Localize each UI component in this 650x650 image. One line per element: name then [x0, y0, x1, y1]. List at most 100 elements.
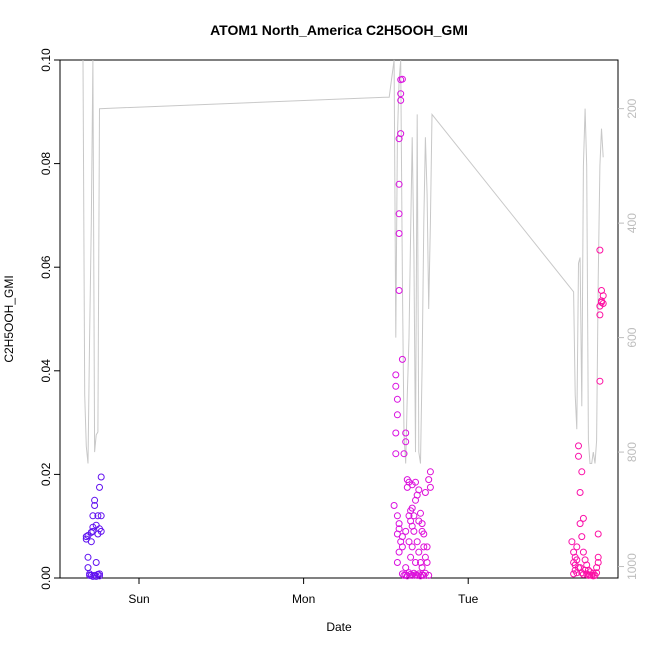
right-tick-label: 1000 — [625, 553, 639, 580]
data-point — [407, 553, 415, 561]
y-tick-label: 0.00 — [39, 566, 53, 590]
data-point — [393, 512, 401, 520]
data-point — [392, 371, 400, 379]
y-tick-label: 0.04 — [39, 359, 53, 383]
data-point — [575, 442, 582, 450]
data-point — [94, 570, 102, 578]
data-point — [390, 502, 398, 509]
data-point — [575, 564, 582, 572]
data-point — [96, 572, 103, 580]
data-point — [398, 543, 406, 551]
data-point — [596, 311, 604, 319]
data-point — [412, 559, 419, 566]
data-point — [578, 468, 586, 476]
right-tick-label: 200 — [625, 98, 639, 118]
data-point — [84, 564, 92, 572]
data-point — [415, 486, 423, 494]
data-point — [97, 512, 105, 520]
plot-frame — [59, 59, 619, 579]
data-point — [578, 533, 586, 541]
data-point — [579, 570, 587, 578]
data-point — [594, 530, 602, 538]
data-point — [400, 450, 408, 458]
data-point — [402, 429, 410, 437]
x-axis-label: Date — [326, 620, 352, 634]
data-point — [586, 568, 594, 576]
data-point — [425, 476, 433, 484]
data-point — [395, 180, 403, 188]
data-point — [579, 548, 587, 556]
data-point — [393, 559, 401, 566]
data-point — [402, 438, 410, 446]
data-point — [593, 564, 601, 572]
data-point — [423, 543, 431, 551]
data-point — [395, 525, 403, 533]
data-point — [415, 570, 423, 578]
data-point — [408, 543, 416, 551]
data-point — [87, 538, 95, 546]
data-point — [412, 478, 419, 486]
data-point — [97, 473, 105, 481]
data-point — [584, 566, 592, 574]
data-point — [397, 90, 405, 98]
data-point — [398, 533, 406, 541]
data-point — [392, 429, 400, 437]
data-point — [421, 489, 429, 496]
data-point — [405, 538, 413, 546]
data-point — [398, 75, 406, 83]
data-point — [87, 571, 95, 579]
data-point — [408, 504, 416, 512]
data-point — [395, 287, 403, 294]
data-point — [408, 571, 416, 579]
data-point — [89, 512, 97, 520]
data-point — [393, 411, 401, 419]
data-point — [408, 522, 416, 530]
data-point — [397, 130, 405, 138]
data-point — [576, 489, 584, 496]
pressure-line-layer — [82, 59, 604, 464]
right-tick-label: 400 — [625, 213, 639, 233]
data-point — [397, 96, 405, 104]
data-point — [417, 559, 424, 566]
data-point — [392, 382, 400, 390]
data-point — [395, 520, 403, 528]
data-point — [576, 520, 584, 528]
data-point — [402, 527, 410, 535]
data-point — [398, 355, 406, 363]
data-point — [599, 292, 607, 300]
data-point — [393, 395, 401, 403]
data-point — [596, 377, 604, 385]
data-point — [578, 569, 586, 577]
data-point — [417, 509, 424, 517]
axes-layer: 0.00 0.02 0.04 0.06 0.08 0.10 Sun Mon Tue 200 400 6… — [39, 48, 639, 606]
data-point — [92, 559, 100, 566]
data-point — [594, 553, 602, 561]
data-point — [418, 527, 426, 535]
pressure-line — [82, 59, 604, 464]
data-point — [421, 569, 429, 577]
data-point — [568, 538, 576, 546]
data-point — [402, 564, 410, 572]
data-point — [420, 543, 428, 551]
y-tick-label: 0.08 — [39, 152, 53, 176]
y-axis-label: C2H5OOH_GMI — [2, 275, 16, 362]
data-point — [395, 548, 403, 556]
x-tick-label: Mon — [292, 592, 315, 606]
data-point — [97, 527, 105, 535]
data-point — [395, 230, 403, 237]
x-tick-label: Tue — [458, 592, 479, 606]
y-tick-label: 0.02 — [39, 462, 53, 486]
data-point — [596, 246, 604, 254]
points-layer — [82, 75, 607, 580]
right-tick-label: 600 — [625, 327, 639, 347]
data-point — [423, 559, 431, 566]
data-point — [593, 569, 601, 577]
x-tick-label: Sun — [128, 592, 149, 606]
data-point — [420, 571, 428, 579]
data-point — [575, 452, 582, 460]
y-tick-label: 0.06 — [39, 255, 53, 279]
data-point — [573, 543, 581, 551]
data-point — [413, 571, 421, 579]
data-point — [91, 496, 99, 504]
